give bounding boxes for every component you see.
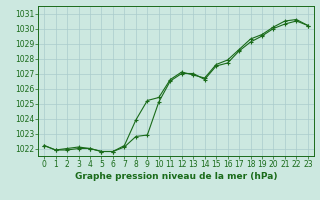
X-axis label: Graphe pression niveau de la mer (hPa): Graphe pression niveau de la mer (hPa)	[75, 172, 277, 181]
